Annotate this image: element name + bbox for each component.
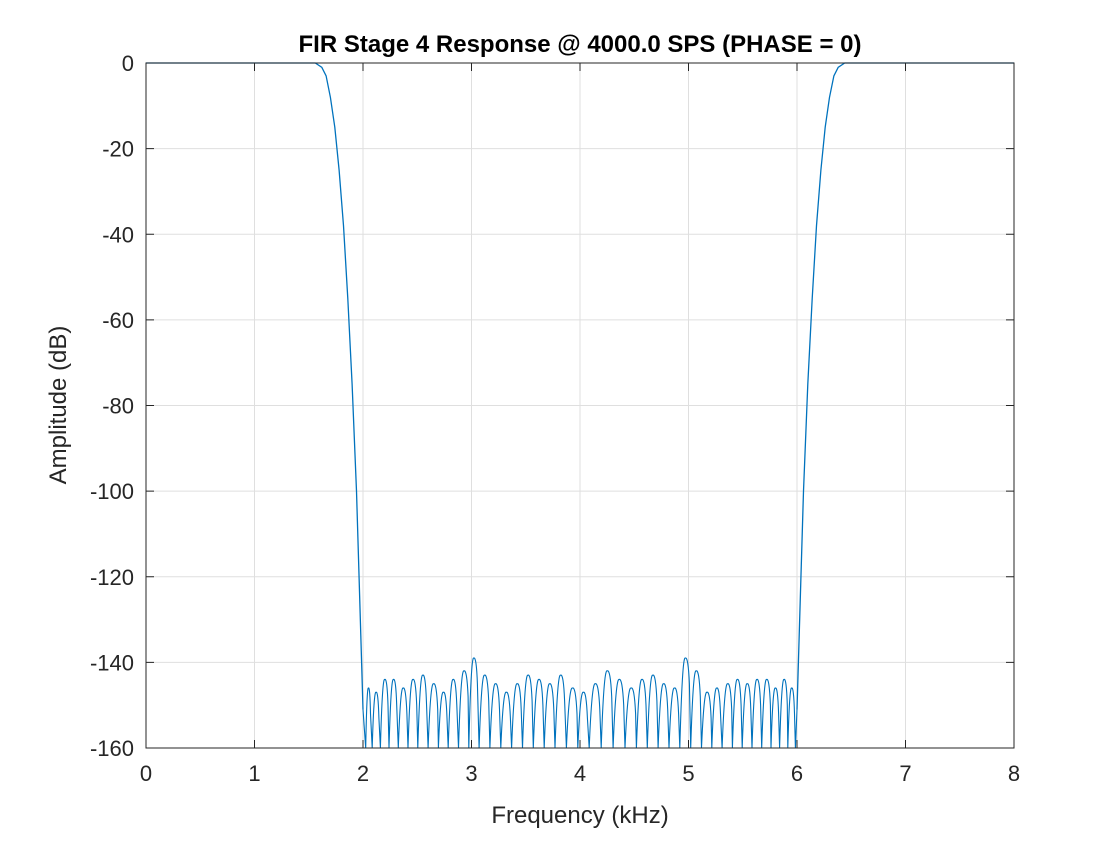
y-tick-label: -120: [90, 565, 134, 590]
grid: [145, 62, 1015, 749]
x-tick-label: 0: [140, 761, 152, 786]
x-tick-label: 8: [1008, 761, 1020, 786]
x-tick-label: 5: [682, 761, 694, 786]
x-tick-label: 6: [791, 761, 803, 786]
y-axis-label: Amplitude (dB): [45, 326, 72, 485]
x-tick-label: 7: [899, 761, 911, 786]
y-tick-label: -80: [102, 394, 134, 419]
ticks: 0 1 2 3 4 5 6 7 8 0 -20 -40 -60 -80 -100 -120 -140 -160: [90, 51, 1020, 786]
response-line: [146, 62, 1014, 710]
chart-title: FIR Stage 4 Response @ 4000.0 SPS (PHASE…: [299, 31, 862, 58]
y-tick-label: -60: [102, 308, 134, 333]
y-tick-label: -160: [90, 736, 134, 761]
y-tick-label: -40: [102, 222, 134, 247]
y-tick-label: -140: [90, 650, 134, 675]
y-tick-label: -100: [90, 479, 134, 504]
y-tick-label: -20: [102, 137, 134, 162]
x-tick-label: 2: [357, 761, 369, 786]
y-tick-label: 0: [122, 51, 134, 76]
x-axis-label: Frequency (kHz): [491, 802, 668, 829]
x-tick-label: 1: [248, 761, 260, 786]
x-tick-label: 4: [574, 761, 586, 786]
x-tick-label: 3: [465, 761, 477, 786]
